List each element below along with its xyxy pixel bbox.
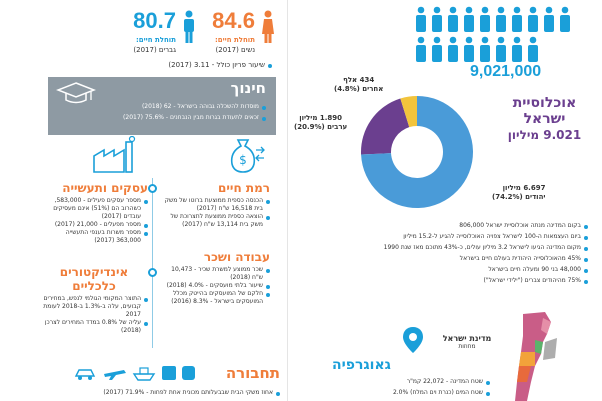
graduation-cap-icon <box>55 81 97 105</box>
bus-icon <box>162 366 176 380</box>
divider-line <box>152 178 153 348</box>
work-section: עבודה ושכר שכר ממוצע למשרת שכיר - 10,473… <box>160 250 270 306</box>
money-bag-icon: $ <box>226 134 268 174</box>
fact-item: בקום המדינה מנתה אוכלוסיית ישראל 806,000 <box>318 222 588 230</box>
person-icon <box>512 6 522 32</box>
population-total: 9,021,000 <box>470 63 542 80</box>
population-title: אוכלוסיית ישראל 9.021 מיליון <box>492 95 597 143</box>
transport-icons <box>72 364 212 382</box>
person-icon <box>448 6 458 32</box>
person-icon <box>528 6 538 32</box>
ship-icon <box>132 367 156 381</box>
person-icon <box>464 36 474 62</box>
work-item: שיעור בלתי מועסקים - 4.0% (2018) <box>160 282 270 290</box>
fact-item: 75% מהיהודים צברים ("ילידי ישראל") <box>318 277 588 285</box>
people-icons <box>405 6 575 66</box>
timeline-dot <box>148 268 157 277</box>
living-item: הוצאה כספית ממוצעת לתצרוכת של משק בית 13… <box>160 213 270 229</box>
airplane-icon <box>104 370 126 380</box>
business-item: מספר מפעלים - 21,000 (2017) <box>40 221 148 229</box>
map-title: מדינת ישראל מחוזות <box>442 334 492 350</box>
transport-title: תחבורה <box>225 364 280 382</box>
israel-map <box>505 312 565 401</box>
person-icon <box>480 6 490 32</box>
population-donut-chart <box>305 86 480 216</box>
work-list: שכר ממוצע למשרת שכיר - 10,473 ש"ח (2018)… <box>160 266 270 306</box>
living-section: רמת חיים הכנסה כספית ממוצעת ברוטו של משק… <box>160 181 270 229</box>
women-life-value: 84.6 <box>212 8 255 33</box>
divider-line <box>287 0 288 401</box>
car-icon <box>74 369 96 380</box>
living-title: רמת חיים <box>218 181 270 195</box>
slice-label-arabs: 1.890 מיליון ערבים (20.9%) <box>294 114 348 131</box>
geography-line-2: שטח המים (כנרת וים המלח) 2.0% <box>300 389 490 397</box>
men-life-label: תוחלת חיים: <box>135 36 176 44</box>
business-section: עסקים ותעשייה מספר עסקים פעילים - 583,00… <box>40 181 148 245</box>
svg-text:$: $ <box>239 153 247 167</box>
geography-line-1: שטח המדינה - 22,072 קמ"ר <box>300 378 490 386</box>
work-item: שכר ממוצע למשרת שכיר - 10,473 ש"ח (2018) <box>160 266 270 282</box>
work-title: עבודה ושכר <box>203 250 270 264</box>
business-item: מספר עסקים פעילים - 583,000, כשהרוב הם (… <box>40 197 148 221</box>
indicator-item: עליה של 0.8% במדד המחירים לצרכן (2018) <box>40 319 148 335</box>
person-icon <box>528 36 538 62</box>
men-life-value: 80.7 <box>133 8 176 33</box>
education-line-1: מוסדות להשכלה גבוהה בישראל - 62 (2018) <box>56 103 266 111</box>
fact-item: 45% מהאוכלוסייה היהודית בעולם חיים בישרא… <box>318 255 588 263</box>
person-icon <box>496 6 506 32</box>
living-item: הכנסה כספית ממוצעת ברוטו של משק בית 16,5… <box>160 197 270 213</box>
woman-icon <box>261 10 275 44</box>
fact-item: 48,000 בני 90 ומעלה חיים בישראל <box>318 266 588 274</box>
person-icon <box>416 36 426 62</box>
education-title: חינוך <box>230 79 266 97</box>
indicators-list: התוצר המקומי הגולמי לנפש, במחירים קבועים… <box>40 295 148 335</box>
indicators-section: אינדיקטורים כלכליים התוצר המקומי הגולמי … <box>40 265 148 335</box>
men-life-block: 80.7 תוחלת חיים: גברים (2017) <box>96 6 196 61</box>
man-icon <box>182 10 196 44</box>
timeline-dot <box>148 184 157 193</box>
business-title: עסקים ותעשייה <box>62 181 148 195</box>
business-item: מספר משרות בענפי התעשייה 363,000 (2017) <box>40 229 148 245</box>
train-icon <box>182 366 195 380</box>
fact-item: מקום המדינה הגיעו לישראל 3.2 מיליון עולי… <box>318 244 588 252</box>
slice-arabs <box>361 98 410 155</box>
geography-title: גאוגרפיה <box>332 357 391 373</box>
location-pin-icon <box>402 326 424 354</box>
women-life-block: 84.6 תוחלת חיים: נשים (2017) <box>190 6 275 61</box>
education-line-2: זכאים לתעודת בגרות מבין הנבחנים - 75.6% … <box>56 114 266 122</box>
slice-label-others: 434 אלף אחרים (4.8%) <box>334 76 384 93</box>
person-icon <box>544 6 554 32</box>
population-title-line3: 9.021 מיליון <box>507 128 582 142</box>
person-icon <box>496 36 506 62</box>
person-icon <box>560 6 570 32</box>
women-life-label: תוחלת חיים: <box>214 36 255 44</box>
indicator-item: התוצר המקומי הגולמי לנפש, במחירים קבועים… <box>40 295 148 319</box>
business-list: מספר עסקים פעילים - 583,000, כשהרוב הם (… <box>40 197 148 245</box>
person-icon <box>480 36 490 62</box>
person-icon <box>432 6 442 32</box>
factory-icon <box>92 135 138 174</box>
women-life-sub: נשים (2017) <box>215 46 256 54</box>
person-icon <box>432 36 442 62</box>
slice-others <box>400 96 417 128</box>
transport-line: אחוז משקי הבית שבבעלותם מכונית אחת לפחות… <box>45 389 280 397</box>
slice-label-jews: 6.697 מיליון יהודים (74.2%) <box>492 184 546 201</box>
population-facts: בקום המדינה מנתה אוכלוסיית ישראל 806,000… <box>318 222 588 288</box>
education-panel: חינוך מוסדות להשכלה גבוהה בישראל - 62 (2… <box>48 77 276 135</box>
population-title-line1: אוכלוסיית <box>512 95 577 111</box>
person-icon <box>512 36 522 62</box>
men-life-sub: גברים (2017) <box>133 46 176 54</box>
indicators-title: אינדיקטורים כלכליים <box>59 265 129 293</box>
work-item: חלקם של המועסקים בהייטק מכלל המועסקים בי… <box>160 290 270 306</box>
slice-jews <box>361 96 473 208</box>
living-list: הכנסה כספית ממוצעת ברוטו של משק בית 16,5… <box>160 197 270 229</box>
person-icon <box>464 6 474 32</box>
person-icon <box>448 36 458 62</box>
person-icon <box>416 6 426 32</box>
fertility-rate: שיעור פריון כולל - 3.11 (2017) <box>102 61 272 70</box>
fact-item: ביום העצמאות ה-100 לישראל צפויה האוכלוסי… <box>318 233 588 241</box>
population-title-line2: ישראל <box>523 111 566 127</box>
